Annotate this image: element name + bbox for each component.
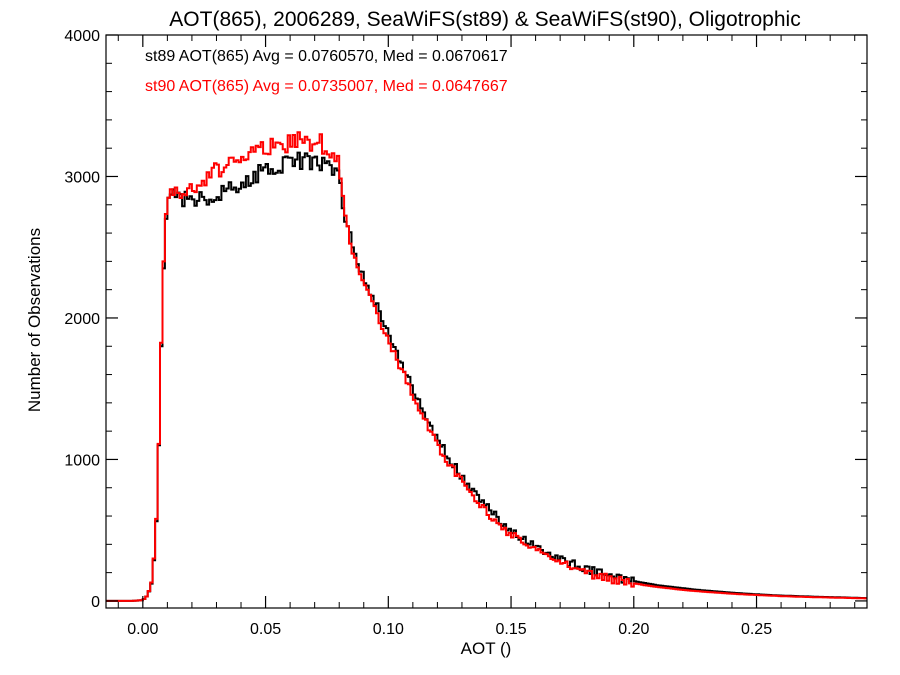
series-line-1 <box>106 131 867 602</box>
x-tick-label: 0.05 <box>250 621 281 638</box>
x-tick-label: 0.10 <box>373 621 404 638</box>
chart-title: AOT(865), 2006289, SeaWiFS(st89) & SeaWi… <box>169 8 800 31</box>
y-tick-label: 0 <box>91 594 100 611</box>
x-tick-label: 0.00 <box>127 621 158 638</box>
y-axis-label: Number of Observations <box>25 228 44 412</box>
y-tick-label: 1000 <box>64 452 100 469</box>
y-tick-label: 3000 <box>64 169 100 186</box>
x-tick-label: 0.15 <box>495 621 526 638</box>
annotation-st89: st89 AOT(865) Avg = 0.0760570, Med = 0.0… <box>145 48 508 65</box>
x-axis-label: AOT () <box>461 639 512 658</box>
series-line-0 <box>106 151 867 602</box>
plot-frame <box>105 34 868 609</box>
ticks-layer: 0.00 0.05 0.10 0.15 0.20 0.25 0 1000 2000 3000 400… <box>64 28 867 638</box>
series-layer <box>106 131 867 602</box>
annotation-st90: st90 AOT(865) Avg = 0.0735007, Med = 0.0… <box>145 78 508 95</box>
x-tick-label: 0.20 <box>618 621 649 638</box>
y-tick-label: 2000 <box>64 311 100 328</box>
y-tick-label: 4000 <box>64 28 100 45</box>
x-tick-label: 0.25 <box>741 621 772 638</box>
